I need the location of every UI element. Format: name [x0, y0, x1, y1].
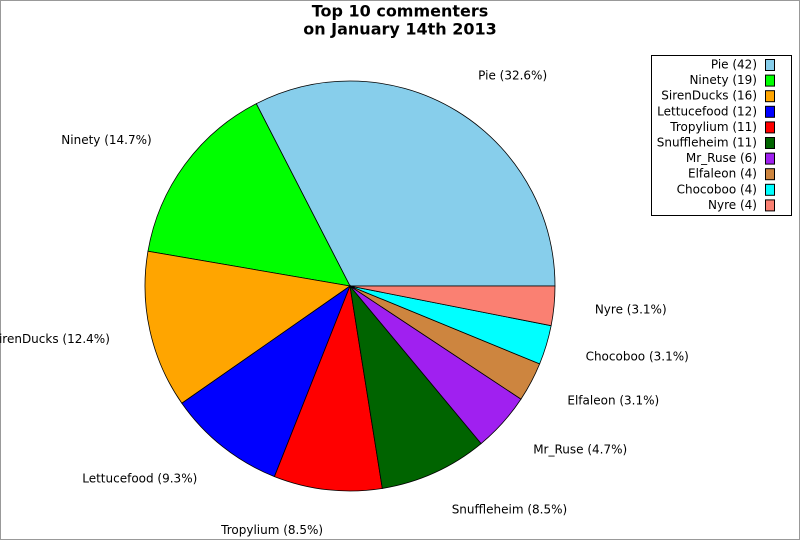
- slice-label: Elfaleon (3.1%): [567, 394, 659, 408]
- legend-label: Ninety (19): [689, 73, 757, 87]
- slice-label: Mr_Ruse (4.7%): [533, 443, 627, 457]
- chart-title: on January 14th 2013: [303, 20, 497, 39]
- slice-label: Tropylium (8.5%): [220, 523, 323, 537]
- pie-slice: [144, 250, 352, 404]
- legend-swatch: [765, 105, 775, 118]
- legend-label: Elfaleon (4): [688, 167, 757, 181]
- legend-label: Chocoboo (4): [677, 182, 757, 196]
- slice-label: Pie (32.6%): [478, 69, 547, 83]
- legend-label: Mr_Ruse (6): [686, 151, 757, 165]
- pie-slice: [273, 284, 383, 492]
- legend-label: Lettucefood (12): [657, 104, 757, 118]
- legend-swatch: [765, 137, 775, 149]
- pie-slice: [255, 80, 556, 287]
- legend-label: Pie (42): [711, 58, 757, 72]
- slice-label: Lettucefood (9.3%): [82, 471, 197, 485]
- slice-label: Ninety (14.7%): [61, 133, 151, 147]
- legend-label: Nyre (4): [708, 198, 757, 212]
- legend-swatch: [765, 74, 775, 87]
- legend-swatch: [765, 168, 775, 181]
- slice-label: Snuffleheim (8.5%): [452, 502, 567, 516]
- slice-label: Chocoboo (3.1%): [586, 349, 689, 363]
- legend-swatch: [765, 199, 775, 212]
- pie-slice: [349, 285, 556, 327]
- legend-swatch: [765, 152, 775, 165]
- slice-label: Nyre (3.1%): [595, 302, 667, 316]
- chart-title: Top 10 commenters: [312, 2, 489, 21]
- legend-swatch: [765, 121, 775, 134]
- legend-label: Tropylium (11): [669, 120, 757, 134]
- legend-label: SirenDucks (16): [661, 89, 757, 103]
- legend-swatch: [765, 59, 775, 71]
- slice-label: SirenDucks (12.4%): [0, 332, 110, 346]
- legend-label: Snuffleheim (11): [657, 136, 757, 150]
- legend-swatch: [765, 90, 775, 103]
- pie-slice: [349, 284, 482, 489]
- pie-slice: [181, 284, 351, 478]
- pie-slice: [147, 103, 351, 287]
- legend-swatch: [765, 183, 775, 196]
